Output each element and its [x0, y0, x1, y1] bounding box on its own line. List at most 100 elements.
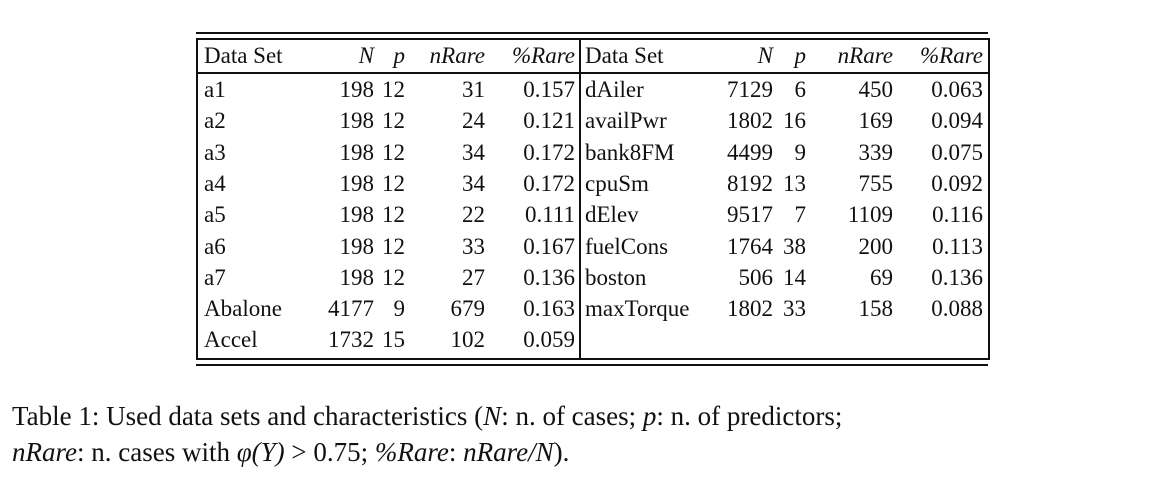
table-cell: 0.113 [932, 233, 983, 259]
table-cell: 0.088 [931, 296, 983, 322]
table-cell: 169 [858, 108, 894, 134]
column-header: p [393, 43, 406, 68]
table-cell: 200 [858, 233, 894, 259]
column-header: N [757, 43, 773, 68]
column-header: Data Set [204, 43, 283, 68]
table-cell: 9517 [727, 202, 773, 228]
table-cell: 4177 [328, 296, 374, 322]
table-caption: Table 1: Used data sets and characterist… [12, 398, 1170, 470]
table-cell: 4499 [727, 139, 773, 165]
caption-math-ratio: nRare/N [463, 437, 554, 467]
column-header: nRare [429, 43, 485, 68]
table-cell: 0.116 [932, 202, 983, 228]
table-row: a7 198 12 27 0.136 [198, 262, 579, 293]
table-cell: 0.163 [523, 296, 575, 322]
table-cell: 22 [462, 202, 485, 228]
table-cell: 198 [339, 264, 375, 290]
caption-label: Table 1: [12, 401, 100, 431]
table-cell: 198 [339, 139, 375, 165]
table-row: a3 198 12 34 0.172 [198, 137, 579, 168]
table-cell: 0.059 [523, 327, 575, 353]
table-cell: 24 [462, 108, 485, 134]
table-row: bank8FM 4499 9 339 0.075 [581, 137, 988, 168]
table-cell: a1 [204, 77, 226, 102]
header-divider [198, 72, 579, 74]
column-header: %Rare [511, 43, 575, 68]
table-cell: 1764 [727, 233, 773, 259]
table-cell: 506 [738, 264, 774, 290]
table-cell: 0.167 [523, 233, 575, 259]
table-cell: 0.111 [524, 202, 575, 228]
table-row: a2 198 12 24 0.121 [198, 105, 579, 136]
table-cell: 16 [783, 108, 806, 134]
table-cell: 6 [794, 77, 807, 102]
table-cell: fuelCons [585, 233, 669, 259]
table-cell: 69 [870, 264, 893, 290]
table-cell: boston [585, 264, 647, 290]
table-cell: 0.092 [931, 170, 983, 196]
caption-math-nrare: nRare [12, 437, 77, 467]
table-row: dElev 9517 7 1109 0.116 [581, 199, 988, 230]
table-cell: 31 [462, 77, 485, 102]
table-row: a6 198 12 33 0.167 [198, 231, 579, 262]
table-cell: 7 [794, 202, 807, 228]
table-cell: 1802 [727, 108, 773, 134]
caption-text: : [448, 437, 464, 467]
table-cell: 9 [794, 139, 807, 165]
table-cell: 0.172 [523, 139, 575, 165]
caption-math-p: p [642, 401, 657, 431]
table-top-rule [196, 32, 988, 34]
column-header: %Rare [919, 43, 983, 68]
table-cell: 450 [858, 77, 894, 102]
table-cell: dElev [585, 202, 639, 228]
table-row: cpuSm 8192 13 755 0.092 [581, 168, 988, 199]
table-row: availPwr 1802 16 169 0.094 [581, 105, 988, 136]
table-cell: a5 [204, 202, 226, 228]
table-cell: 679 [450, 296, 486, 322]
table-cell: 12 [382, 233, 405, 259]
table-cell: 0.094 [931, 108, 983, 134]
table-row: a4 198 12 34 0.172 [198, 168, 579, 199]
table-cell: 0.136 [931, 264, 983, 290]
table-cell: Accel [204, 327, 258, 353]
table-cell: 8192 [727, 170, 773, 196]
table-row: a1 198 12 31 0.157 [198, 74, 579, 105]
table-cell: 12 [382, 108, 405, 134]
table-cell: 198 [339, 108, 375, 134]
table-cell: 0.172 [523, 170, 575, 196]
table-cell: 34 [462, 139, 485, 165]
table-cell: 12 [382, 77, 405, 102]
table-cell: 339 [858, 139, 894, 165]
table-cell: 198 [339, 202, 375, 228]
caption-text: ). [553, 437, 570, 467]
table-cell: maxTorque [585, 296, 690, 322]
caption-text: > 0.75; [284, 437, 375, 467]
table-cell: 0.157 [523, 77, 575, 102]
table-cell: a3 [204, 139, 226, 165]
column-header: nRare [837, 43, 893, 68]
table-cell: 38 [783, 233, 806, 259]
table-row: Accel 1732 15 102 0.059 [198, 324, 579, 355]
column-header: Data Set [585, 43, 664, 68]
column-header: p [794, 43, 807, 68]
caption-text: : n. of predictors; [656, 401, 843, 431]
table-cell: 198 [339, 170, 375, 196]
table-cell: 102 [450, 327, 486, 353]
table-cell: 7129 [727, 77, 773, 102]
table-cell: Abalone [204, 296, 282, 322]
table-cell: 34 [462, 170, 485, 196]
table-row: dAiler 7129 6 450 0.063 [581, 74, 988, 105]
table-cell: 12 [382, 139, 405, 165]
table-row: a5 198 12 22 0.111 [198, 199, 579, 230]
caption-text: Used data sets and characteristics ( [99, 401, 484, 431]
table-cell: bank8FM [585, 139, 675, 165]
table-row: fuelCons 1764 38 200 0.113 [581, 231, 988, 262]
table-cell: 0.063 [931, 77, 983, 102]
table-cell: 9 [393, 296, 406, 322]
table-cell: 1732 [328, 327, 374, 353]
table-cell: a2 [204, 108, 226, 134]
table-cell: 158 [858, 296, 894, 322]
